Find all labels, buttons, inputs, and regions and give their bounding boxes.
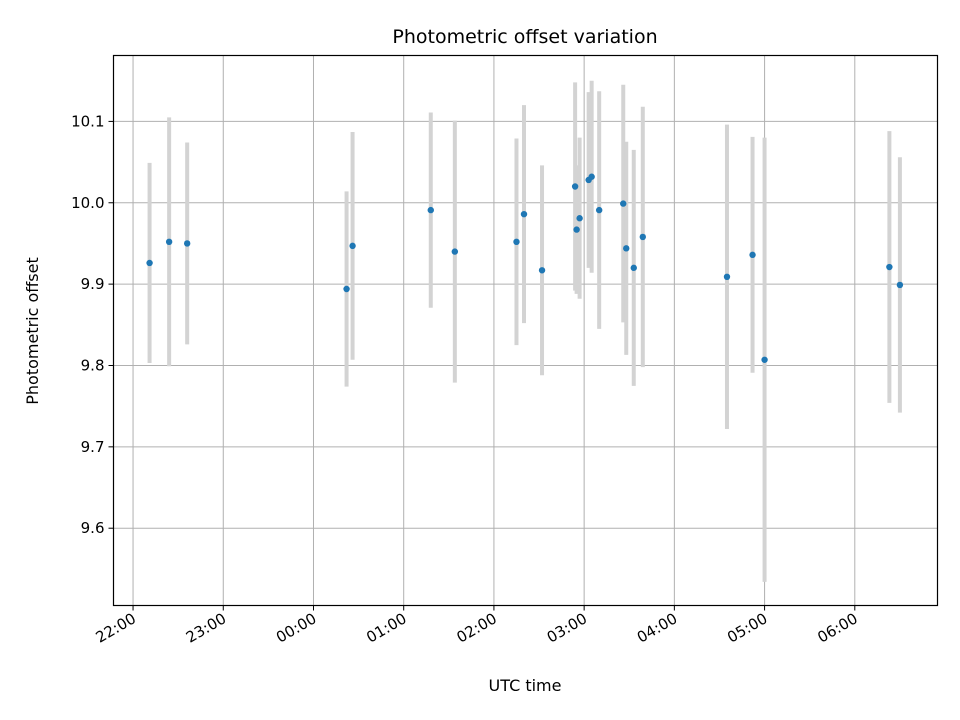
y-axis-ticks: 9.6 9.7 9.8 9.9 10.0 10.1 (71, 112, 114, 537)
data-point (538, 267, 546, 274)
data-point (623, 245, 630, 252)
y-tick-label: 9.7 (81, 438, 105, 456)
data-point (571, 183, 579, 190)
data-point (630, 264, 637, 272)
data-points (146, 173, 904, 363)
data-point (723, 273, 731, 281)
data-point (588, 173, 595, 180)
y-tick-label: 10.0 (71, 194, 104, 212)
x-axis-label: UTC time (489, 676, 562, 695)
data-point (639, 233, 646, 241)
y-tick-label: 9.6 (81, 519, 105, 537)
data-point (165, 238, 173, 246)
data-point (573, 226, 580, 233)
data-point (513, 238, 520, 246)
y-tick-label: 9.8 (81, 356, 105, 374)
data-point (183, 240, 191, 247)
data-point (451, 248, 459, 255)
data-point (576, 215, 583, 222)
data-point (620, 200, 627, 207)
data-point (749, 251, 756, 259)
data-point (343, 285, 350, 293)
data-point (427, 206, 434, 214)
chart-title: Photometric offset variation (392, 26, 657, 48)
y-axis-label: Photometric offset (23, 257, 42, 405)
y-tick-label: 10.1 (71, 112, 104, 130)
y-tick-label: 9.9 (81, 275, 105, 293)
data-point (349, 242, 356, 250)
plot-frame (112, 54, 939, 607)
data-point (520, 210, 528, 218)
data-point (761, 356, 768, 363)
data-point (896, 281, 904, 289)
data-point (886, 263, 893, 271)
data-point (146, 259, 153, 267)
data-point (595, 206, 603, 214)
